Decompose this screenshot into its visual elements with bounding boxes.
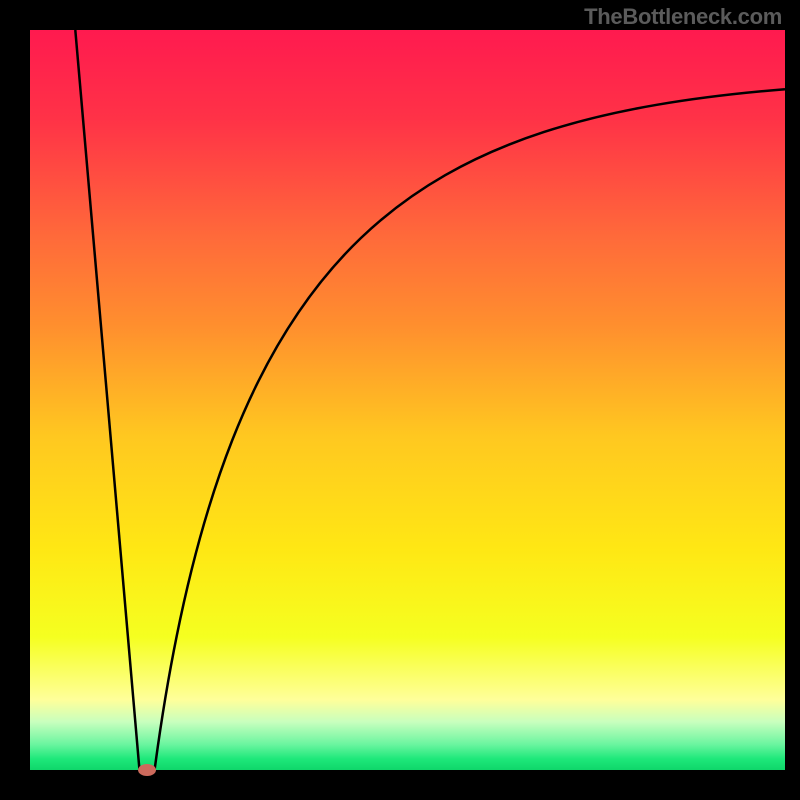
plot-area <box>30 30 785 770</box>
curve-minimum-marker <box>138 764 156 776</box>
bottleneck-chart <box>0 0 800 800</box>
chart-frame: TheBottleneck.com <box>0 0 800 800</box>
